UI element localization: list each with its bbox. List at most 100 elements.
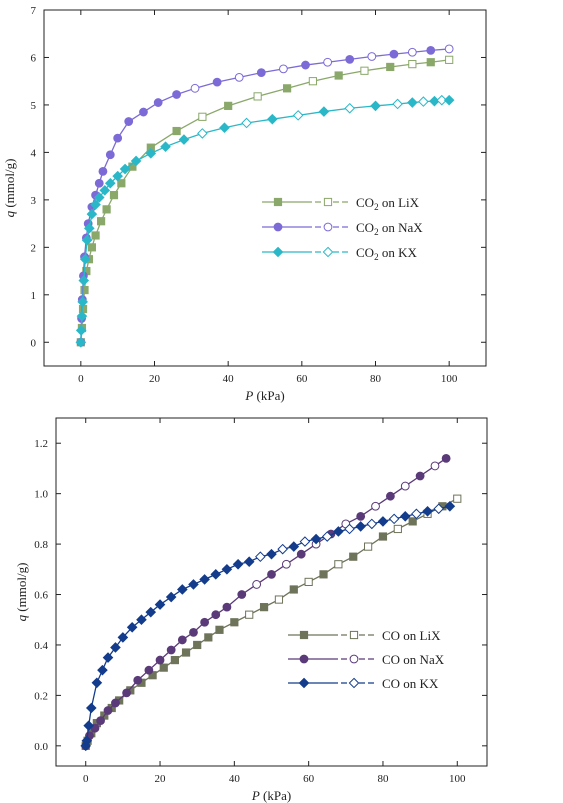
legend-label-subscript: 2	[374, 227, 379, 237]
legend-marker-filled	[299, 654, 309, 664]
data-point	[198, 112, 207, 121]
data-point	[415, 471, 425, 481]
data-point	[166, 645, 176, 655]
data-point	[99, 185, 111, 196]
data-point	[256, 68, 266, 78]
data-point	[318, 106, 330, 117]
data-point	[219, 122, 230, 134]
data-point	[355, 521, 366, 532]
data-point	[160, 141, 171, 153]
data-point	[237, 590, 247, 599]
data-point	[344, 523, 355, 535]
data-point	[344, 102, 356, 114]
data-point	[159, 663, 168, 672]
data-point	[211, 610, 221, 620]
x-tick-label: 40	[223, 373, 235, 385]
data-point	[234, 73, 244, 82]
data-point	[433, 503, 445, 515]
legend-marker-filled	[299, 630, 309, 640]
data-point	[144, 665, 154, 675]
data-point	[444, 500, 456, 512]
data-point	[155, 655, 165, 665]
data-point	[230, 618, 239, 627]
data-point	[102, 205, 111, 214]
data-point	[117, 179, 126, 188]
y-tick-label: 5	[31, 100, 37, 112]
y-axis-title-unit: (mmol/g)	[14, 563, 29, 615]
y-axis-title: q (mmol/g)	[2, 159, 17, 218]
x-axis-title-unit: (kPa)	[253, 388, 284, 403]
data-point	[197, 128, 208, 139]
legend-label-suffix: on KX	[379, 245, 418, 260]
legend-marker-open	[322, 246, 334, 258]
x-axis-title-unit: (kPa)	[260, 788, 291, 803]
data-point	[165, 591, 177, 603]
legend-marker-filled	[273, 197, 283, 207]
data-point	[222, 602, 232, 612]
legend-marker-open	[323, 197, 333, 207]
data-point	[299, 536, 311, 547]
data-point	[241, 117, 252, 129]
data-point	[85, 702, 97, 714]
data-point	[349, 552, 358, 561]
data-point	[296, 549, 306, 559]
y-tick-label: 6	[31, 52, 37, 64]
data-point	[189, 627, 198, 637]
x-tick-label: 40	[229, 773, 241, 785]
data-point	[126, 621, 138, 633]
legend-marker-filled	[298, 677, 310, 689]
data-point	[407, 97, 418, 108]
data-point	[321, 531, 333, 542]
y-axis-title-symbol: q	[2, 210, 17, 217]
data-point	[426, 45, 436, 55]
data-point	[445, 55, 454, 64]
legend-label: CO2 on KX	[356, 245, 417, 262]
data-point	[418, 96, 429, 107]
data-point	[177, 635, 187, 645]
data-point	[243, 556, 255, 568]
data-point	[181, 648, 191, 657]
x-tick-label: 80	[370, 373, 382, 385]
data-point	[130, 155, 142, 167]
data-point	[408, 60, 417, 69]
data-point	[188, 579, 199, 590]
data-point	[124, 117, 134, 126]
data-point	[119, 163, 131, 175]
series-diamond	[75, 94, 455, 348]
data-point	[200, 617, 210, 627]
data-point	[104, 177, 116, 189]
co-adsorption-chart: 0 20 40 60 80 100 0.0 0.2 0.4 0.6 0.8 1.0 1.2 P (kPa)…	[14, 417, 488, 803]
data-point	[112, 170, 123, 182]
data-point	[393, 524, 402, 534]
x-tick-label: 100	[441, 373, 458, 385]
y-tick-label: 0	[31, 337, 37, 349]
data-point	[267, 569, 276, 579]
data-point	[334, 560, 343, 569]
legend-label-suffix: on NaX	[379, 220, 424, 235]
data-point	[370, 100, 381, 112]
y-tick-label: 3	[31, 195, 37, 207]
data-point	[215, 625, 224, 634]
data-point	[80, 740, 92, 752]
legend-label-text: CO on NaX	[382, 652, 445, 667]
data-point	[277, 543, 288, 555]
data-point	[274, 595, 284, 604]
data-point	[378, 532, 388, 541]
legend-label-suffix: on LiX	[379, 195, 420, 210]
legend-label-subscript: 2	[374, 252, 379, 262]
y-tick-label: 0.6	[34, 590, 48, 602]
legend-label-text: CO on KX	[382, 676, 439, 691]
legend-label-text: CO on LiX	[382, 628, 441, 643]
data-point	[333, 526, 344, 537]
y-axis-title: q (mmol/g)	[14, 563, 29, 622]
x-tick-label: 60	[303, 773, 315, 785]
plot-frame	[43, 9, 487, 367]
y-tick-label: 0.0	[34, 741, 48, 753]
data-point	[360, 66, 369, 75]
data-point	[367, 52, 377, 61]
data-point	[83, 720, 95, 731]
data-point	[266, 548, 277, 560]
data-point	[399, 511, 411, 522]
